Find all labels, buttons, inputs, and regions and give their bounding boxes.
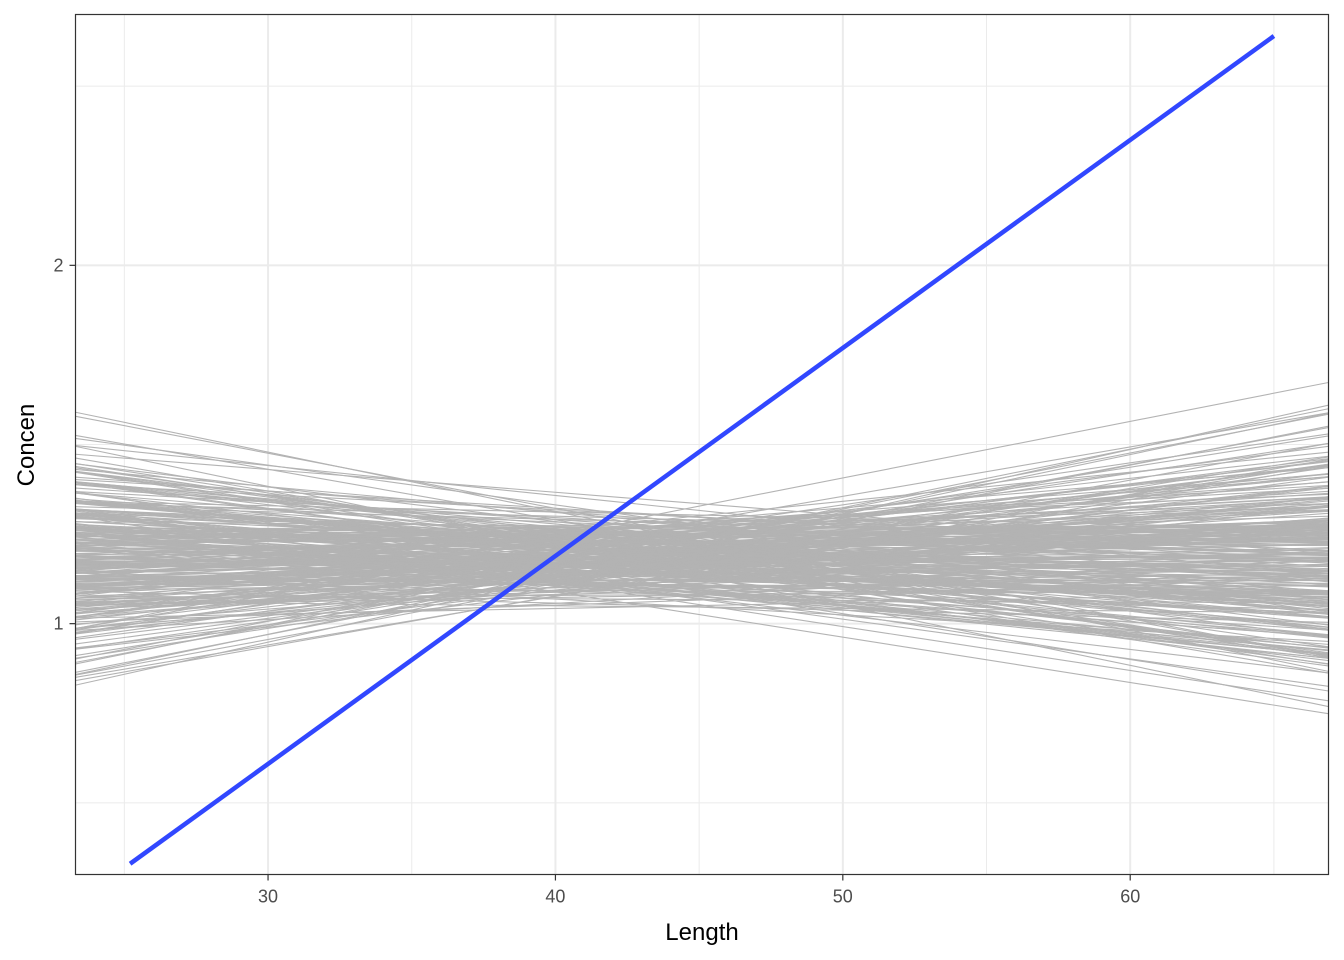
x-axis-title: Length [665,919,738,946]
y-tick-label: 2 [53,255,63,275]
sample-line [75,551,1329,610]
sample-line [75,555,1329,592]
sample-line [75,523,1329,659]
x-tick-label: 30 [258,887,278,907]
sample-line [75,497,1329,609]
sample-line [75,523,1329,614]
sample-line [75,539,1329,594]
axes: 30 40 50 60 1 2 [53,255,1140,906]
y-tick-label: 1 [53,614,63,634]
sample-line [75,506,1329,594]
sample-line [75,498,1329,594]
sample-line [75,497,1329,667]
sample-lines [75,381,1329,715]
grid [75,14,1329,875]
sample-line [75,508,1329,579]
fitted-line [128,34,1276,866]
sample-line [75,467,1329,572]
fitted-lines [128,34,1276,866]
x-tick-label: 50 [833,887,853,907]
sample-line [75,508,1329,603]
plot-area [75,34,1329,866]
sample-line [75,533,1329,636]
sample-line [75,512,1329,687]
x-tick-label: 40 [545,887,565,907]
plot-frame [74,13,1330,876]
sample-line [75,442,1329,676]
sample-line [75,525,1329,544]
sample-line [75,501,1329,556]
sample-line [75,487,1329,571]
sample-line [75,476,1329,595]
sample-line [75,445,1329,577]
sample-line [75,463,1329,616]
sample-line [75,413,1329,660]
sample-line [75,600,1329,614]
sample-line [75,553,1329,577]
sample-line [75,476,1329,577]
x-tick-label: 60 [1120,887,1140,907]
sample-line [75,574,1329,601]
sample-line [75,529,1329,537]
sample-line [75,512,1329,639]
sample-line [75,487,1329,630]
sample-line [75,590,1329,599]
sample-line [75,534,1329,608]
sample-line [75,411,1329,672]
sample-line [75,476,1329,568]
sample-line [75,500,1329,607]
sample-line [75,525,1329,530]
sample-line [75,535,1329,570]
sample-line [75,487,1329,560]
sample-line [75,496,1329,565]
y-axis-title: Concen [13,404,40,487]
